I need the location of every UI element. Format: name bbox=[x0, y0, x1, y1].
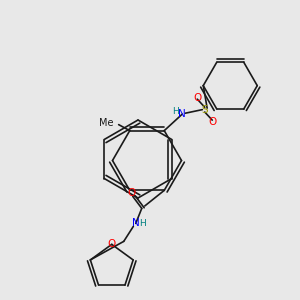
Text: O: O bbox=[108, 239, 116, 249]
Text: O: O bbox=[193, 93, 201, 103]
Text: H: H bbox=[139, 220, 146, 229]
Text: N: N bbox=[132, 218, 140, 228]
Text: H: H bbox=[172, 107, 179, 116]
Text: O: O bbox=[208, 117, 216, 127]
Text: O: O bbox=[127, 188, 135, 198]
Text: N: N bbox=[178, 109, 186, 119]
Text: S: S bbox=[201, 105, 208, 115]
Text: Me: Me bbox=[99, 118, 113, 128]
